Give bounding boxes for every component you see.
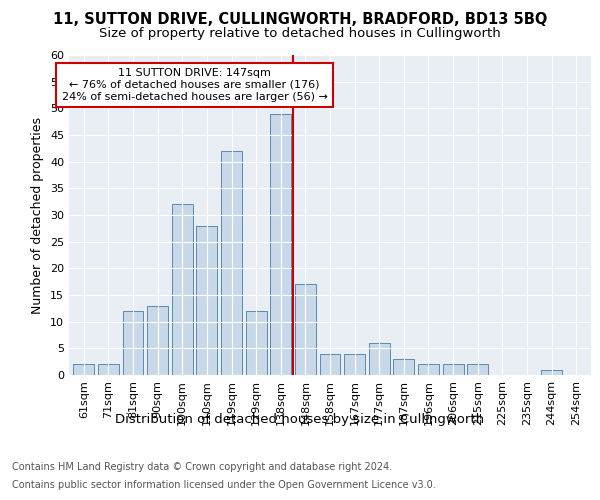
Bar: [467, 364, 488, 375]
Text: Contains public sector information licensed under the Open Government Licence v3: Contains public sector information licen…: [12, 480, 436, 490]
Y-axis label: Number of detached properties: Number of detached properties: [31, 116, 44, 314]
Bar: [320, 354, 340, 375]
Bar: [344, 354, 365, 375]
Text: 11 SUTTON DRIVE: 147sqm
← 76% of detached houses are smaller (176)
24% of semi-d: 11 SUTTON DRIVE: 147sqm ← 76% of detache…: [62, 68, 328, 102]
Text: Size of property relative to detached houses in Cullingworth: Size of property relative to detached ho…: [99, 28, 501, 40]
Bar: [98, 364, 119, 375]
Bar: [394, 359, 415, 375]
Bar: [270, 114, 291, 375]
Bar: [541, 370, 562, 375]
Bar: [295, 284, 316, 375]
Bar: [147, 306, 168, 375]
Bar: [245, 311, 266, 375]
Text: Contains HM Land Registry data © Crown copyright and database right 2024.: Contains HM Land Registry data © Crown c…: [12, 462, 392, 472]
Bar: [172, 204, 193, 375]
Bar: [369, 343, 390, 375]
Bar: [73, 364, 94, 375]
Bar: [221, 151, 242, 375]
Text: Distribution of detached houses by size in Cullingworth: Distribution of detached houses by size …: [115, 412, 485, 426]
Bar: [443, 364, 464, 375]
Text: 11, SUTTON DRIVE, CULLINGWORTH, BRADFORD, BD13 5BQ: 11, SUTTON DRIVE, CULLINGWORTH, BRADFORD…: [53, 12, 547, 28]
Bar: [418, 364, 439, 375]
Bar: [122, 311, 143, 375]
Bar: [196, 226, 217, 375]
